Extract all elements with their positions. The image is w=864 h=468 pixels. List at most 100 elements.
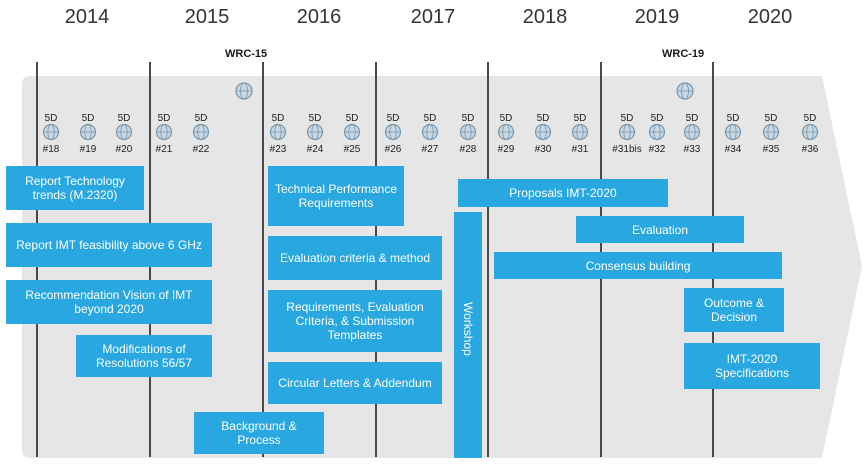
globe-icon	[155, 123, 173, 141]
meeting-marker: 5D #22	[183, 113, 219, 173]
meeting-number: #23	[269, 144, 287, 155]
year-label: 2018	[522, 6, 568, 28]
globe-icon	[306, 123, 324, 141]
box-report-technology-trends: Report Technology trends (M.2320)	[6, 166, 144, 210]
meeting-number: #27	[421, 144, 439, 155]
meeting-group-label: 5D	[271, 113, 285, 124]
box-recommendation-vision: Recommendation Vision of IMT beyond 2020	[6, 280, 212, 324]
year-label: 2014	[64, 6, 110, 28]
globe-icon	[42, 123, 60, 141]
meeting-marker: 5D #32	[639, 113, 675, 173]
globe-icon	[534, 123, 552, 141]
meeting-group-label: 5D	[499, 113, 513, 124]
meeting-marker: 5D #23	[260, 113, 296, 173]
meeting-marker: 5D #31bis	[604, 113, 650, 173]
meeting-number: #36	[801, 144, 819, 155]
year-label: 2016	[296, 6, 342, 28]
wrc-15-label: WRC-15	[225, 48, 268, 60]
box-imt-2020-specifications: IMT-2020 Specifications	[684, 343, 820, 389]
meeting-marker: 5D #36	[792, 113, 828, 173]
meeting-marker: 5D #19	[70, 113, 106, 173]
year-divider	[262, 62, 264, 457]
meeting-group-label: 5D	[620, 113, 634, 124]
globe-icon	[648, 123, 666, 141]
meeting-number: #32	[648, 144, 666, 155]
box-evaluation-criteria-method: Evaluation criteria & method	[268, 236, 442, 280]
year-divider	[487, 62, 489, 457]
meeting-group-label: 5D	[44, 113, 58, 124]
meeting-marker: 5D #21	[146, 113, 182, 173]
meeting-number: #22	[192, 144, 210, 155]
meeting-number: #21	[155, 144, 173, 155]
meeting-marker: 5D #27	[412, 113, 448, 173]
year-label: 2019	[634, 6, 680, 28]
box-proposals-imt-2020: Proposals IMT-2020	[458, 179, 668, 207]
meeting-number: #35	[762, 144, 780, 155]
meeting-group-label: 5D	[726, 113, 740, 124]
globe-icon	[343, 123, 361, 141]
meeting-number: #24	[306, 144, 324, 155]
meeting-group-label: 5D	[157, 113, 171, 124]
meeting-number: #19	[79, 144, 97, 155]
year-label: 2020	[747, 6, 793, 28]
meeting-marker: 5D #18	[33, 113, 69, 173]
meeting-number: #30	[534, 144, 552, 155]
year-header-row: 2014 2015 2016 2017 2018 2019 2020	[0, 0, 864, 36]
globe-icon	[269, 123, 287, 141]
globe-icon	[384, 123, 402, 141]
meeting-marker: 5D #35	[753, 113, 789, 173]
meeting-marker: 5D #31	[562, 113, 598, 173]
meeting-marker: 5D #34	[715, 113, 751, 173]
meeting-number: #31bis	[612, 144, 642, 155]
meeting-group-label: 5D	[536, 113, 550, 124]
meeting-marker: 5D #20	[106, 113, 142, 173]
meeting-group-label: 5D	[117, 113, 131, 124]
box-evaluation: Evaluation	[576, 216, 744, 243]
meeting-number: #18	[42, 144, 60, 155]
box-consensus-building: Consensus building	[494, 252, 782, 279]
meeting-group-label: 5D	[573, 113, 587, 124]
globe-icon	[683, 123, 701, 141]
globe-icon	[618, 123, 636, 141]
meeting-marker: 5D #29	[488, 113, 524, 173]
meeting-number: #25	[343, 144, 361, 155]
year-label: 2015	[184, 6, 230, 28]
meeting-marker: 5D #24	[297, 113, 333, 173]
globe-icon	[421, 123, 439, 141]
globe-icon	[571, 123, 589, 141]
globe-icon	[724, 123, 742, 141]
globe-icon	[801, 123, 819, 141]
box-report-imt-feasibility: Report IMT feasibility above 6 GHz	[6, 223, 212, 267]
globe-icon	[79, 123, 97, 141]
meeting-group-label: 5D	[650, 113, 664, 124]
year-label: 2017	[410, 6, 456, 28]
meeting-marker: 5D #26	[375, 113, 411, 173]
meeting-number: #34	[724, 144, 742, 155]
workshop-label: Workshop	[461, 302, 475, 356]
meeting-number: #33	[683, 144, 701, 155]
meeting-number: #26	[384, 144, 402, 155]
meeting-group-label: 5D	[386, 113, 400, 124]
meeting-group-label: 5D	[423, 113, 437, 124]
meeting-group-label: 5D	[803, 113, 817, 124]
meeting-number: #28	[459, 144, 477, 155]
meeting-group-label: 5D	[308, 113, 322, 124]
meeting-group-label: 5D	[685, 113, 699, 124]
meeting-marker: 5D #25	[334, 113, 370, 173]
globe-icon	[192, 123, 210, 141]
wrc-19-label: WRC-19	[662, 48, 705, 60]
globe-icon	[762, 123, 780, 141]
meeting-group-label: 5D	[345, 113, 359, 124]
globe-icon	[497, 123, 515, 141]
box-outcome-decision: Outcome & Decision	[684, 288, 784, 332]
box-background-process: Background & Process	[194, 412, 324, 454]
meeting-number: #29	[497, 144, 515, 155]
globe-icon	[235, 82, 253, 100]
meeting-group-label: 5D	[81, 113, 95, 124]
meeting-marker: 5D #30	[525, 113, 561, 173]
box-modifications-resolutions: Modifications of Resolutions 56/57	[76, 335, 212, 377]
meeting-number: #31	[571, 144, 589, 155]
meeting-number: #20	[115, 144, 133, 155]
globe-icon	[115, 123, 133, 141]
